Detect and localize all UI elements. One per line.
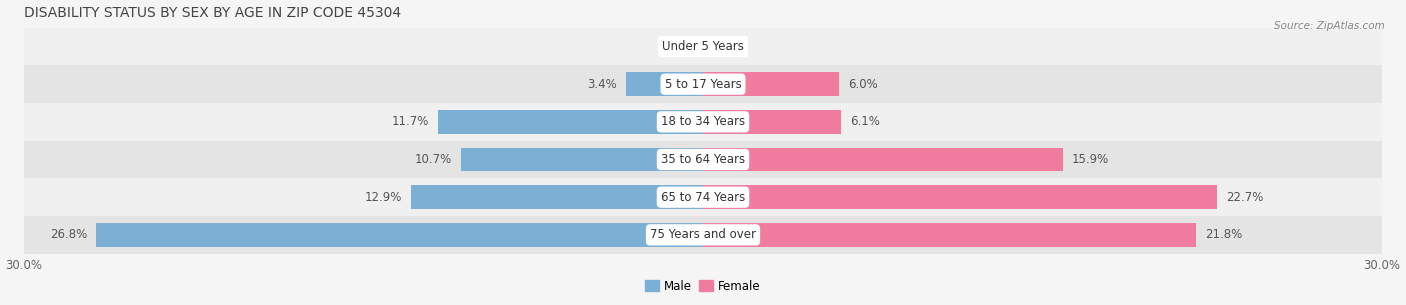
Text: 22.7%: 22.7% — [1226, 191, 1263, 204]
Bar — [703, 73, 839, 96]
Text: Source: ZipAtlas.com: Source: ZipAtlas.com — [1274, 21, 1385, 31]
Bar — [24, 141, 1382, 178]
Text: 0.0%: 0.0% — [711, 40, 742, 53]
Text: 75 Years and over: 75 Years and over — [650, 228, 756, 241]
Bar — [24, 178, 1382, 216]
Bar — [703, 148, 1063, 171]
Text: Under 5 Years: Under 5 Years — [662, 40, 744, 53]
Bar — [411, 185, 703, 209]
Text: 15.9%: 15.9% — [1071, 153, 1109, 166]
Text: 12.9%: 12.9% — [364, 191, 402, 204]
Text: 3.4%: 3.4% — [588, 78, 617, 91]
Text: 0.0%: 0.0% — [664, 40, 695, 53]
Text: 10.7%: 10.7% — [415, 153, 451, 166]
Bar — [703, 185, 1216, 209]
Text: 6.0%: 6.0% — [848, 78, 877, 91]
Text: 65 to 74 Years: 65 to 74 Years — [661, 191, 745, 204]
Text: 18 to 34 Years: 18 to 34 Years — [661, 115, 745, 128]
Text: DISABILITY STATUS BY SEX BY AGE IN ZIP CODE 45304: DISABILITY STATUS BY SEX BY AGE IN ZIP C… — [24, 5, 401, 20]
Text: 21.8%: 21.8% — [1205, 228, 1243, 241]
Bar — [626, 73, 703, 96]
Bar — [24, 65, 1382, 103]
Bar — [24, 216, 1382, 254]
Legend: Male, Female: Male, Female — [641, 275, 765, 297]
Bar — [703, 223, 1197, 246]
Text: 6.1%: 6.1% — [851, 115, 880, 128]
Bar — [24, 28, 1382, 65]
Text: 11.7%: 11.7% — [392, 115, 429, 128]
Text: 26.8%: 26.8% — [51, 228, 87, 241]
Bar — [97, 223, 703, 246]
Bar — [703, 110, 841, 134]
Bar — [439, 110, 703, 134]
Bar — [461, 148, 703, 171]
Text: 35 to 64 Years: 35 to 64 Years — [661, 153, 745, 166]
Text: 5 to 17 Years: 5 to 17 Years — [665, 78, 741, 91]
Bar — [24, 103, 1382, 141]
